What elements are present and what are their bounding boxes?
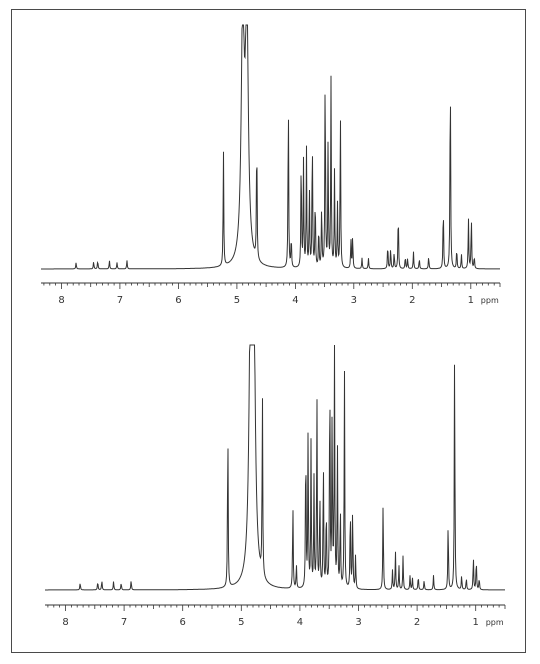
tick-label: 5	[238, 617, 244, 628]
tick-label: 2	[414, 617, 420, 628]
tick-label: 1	[473, 617, 479, 628]
tick-label: 4	[297, 617, 303, 628]
tick-label: 8	[62, 617, 68, 628]
tick-label: 5	[234, 295, 240, 306]
tick-label: 2	[409, 295, 415, 306]
bottom-axis-ticks	[47, 605, 506, 611]
tick-label: 7	[117, 295, 123, 306]
tick-label: 1	[468, 295, 474, 306]
axis-unit-label: ppm	[481, 296, 499, 305]
top-spectrum-panel: 8 7 6 5 4 3 2 1 ppm	[41, 24, 501, 306]
tick-label: 4	[292, 295, 298, 306]
tick-label: 6	[175, 295, 181, 306]
tick-label: 6	[180, 617, 186, 628]
top-spectrum-trace	[41, 24, 500, 270]
bottom-spectrum-trace	[45, 344, 505, 591]
figure-frame	[11, 9, 526, 653]
tick-label: 7	[121, 617, 127, 628]
bottom-spectrum-panel: 8 7 6 5 4 3 2 1 ppm	[45, 344, 506, 628]
tick-label: 3	[355, 617, 361, 628]
top-axis-ticks	[43, 283, 501, 289]
tick-label: 8	[58, 295, 64, 306]
tick-label: 3	[351, 295, 357, 306]
bottom-axis-tick-labels: 8 7 6 5 4 3 2 1 ppm	[62, 617, 504, 628]
top-axis-tick-labels: 8 7 6 5 4 3 2 1 ppm	[58, 295, 499, 306]
axis-unit-label: ppm	[486, 618, 504, 627]
